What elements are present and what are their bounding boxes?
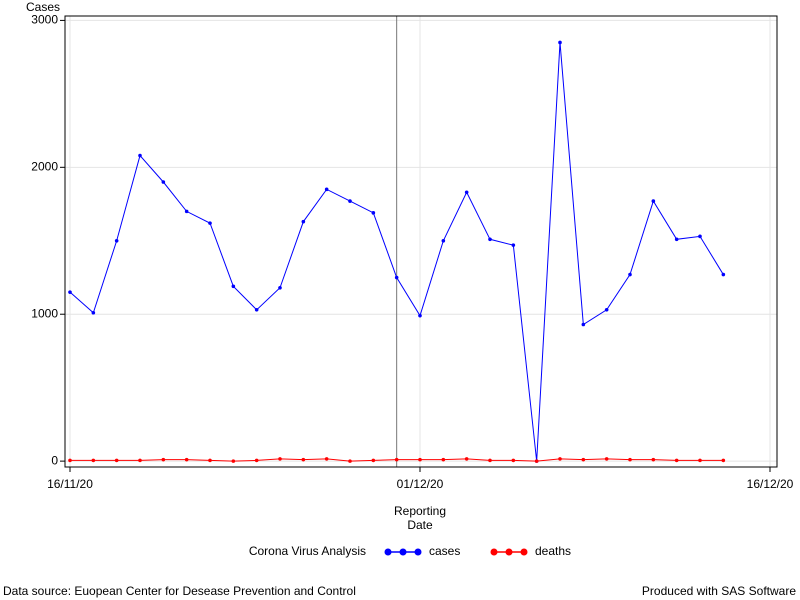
legend-title: Corona Virus Analysis <box>249 544 366 558</box>
data-point <box>441 238 446 243</box>
data-point <box>324 187 329 192</box>
data-point <box>348 459 352 463</box>
footnote-right: Produced with SAS Software <box>642 584 796 598</box>
x-tick-label: 01/12/20 <box>397 477 444 491</box>
data-point <box>604 308 609 312</box>
data-point <box>488 458 492 463</box>
data-point <box>651 457 656 462</box>
data-point <box>231 284 236 289</box>
x-tick-label: 16/11/20 <box>47 477 93 491</box>
y-tick-label: 1000 <box>31 306 58 320</box>
data-point <box>184 457 189 462</box>
data-point <box>161 457 166 462</box>
footnote-left: Data source: Euopean Center for Desease … <box>3 584 356 598</box>
data-point <box>91 458 96 463</box>
data-point <box>138 458 142 463</box>
legend-label: cases <box>429 544 460 558</box>
data-point <box>254 458 259 463</box>
data-point <box>278 457 282 461</box>
y-axis-label: Cases <box>26 0 60 14</box>
data-point <box>698 234 702 239</box>
data-point <box>348 199 352 203</box>
y-tick-label: 2000 <box>31 159 58 173</box>
data-point <box>651 199 656 203</box>
data-point <box>114 238 119 243</box>
legend-marker <box>520 548 528 556</box>
data-point <box>324 457 329 461</box>
data-point <box>394 275 399 280</box>
data-point <box>441 457 446 462</box>
data-point <box>68 458 72 463</box>
legend-marker <box>505 548 513 556</box>
legend-label: deaths <box>535 544 571 558</box>
x-tick-label: 16/12/20 <box>747 477 794 491</box>
data-point <box>254 308 259 312</box>
data-point <box>418 457 422 462</box>
data-point <box>114 458 119 463</box>
data-point <box>91 310 96 315</box>
data-point <box>278 285 282 290</box>
data-point <box>418 313 422 318</box>
data-point <box>558 40 562 45</box>
data-point <box>604 457 609 461</box>
y-tick-label: 3000 <box>31 13 58 27</box>
data-point <box>464 190 469 195</box>
data-point <box>371 211 376 215</box>
data-point <box>674 237 679 242</box>
data-point <box>161 180 166 184</box>
y-tick-label: 0 <box>51 453 58 467</box>
data-point <box>231 459 236 463</box>
data-point <box>301 219 306 224</box>
data-point <box>698 458 702 463</box>
data-point <box>721 272 726 277</box>
data-point <box>674 458 679 463</box>
data-point <box>511 458 516 463</box>
data-point <box>138 153 142 158</box>
data-point <box>721 458 726 463</box>
data-point <box>581 457 586 462</box>
data-point <box>581 322 586 327</box>
x-axis-label: Reporting Date <box>393 504 447 532</box>
data-point <box>534 459 539 463</box>
data-point <box>488 237 492 242</box>
data-point <box>301 457 306 462</box>
legend-marker <box>384 548 392 556</box>
data-point <box>208 458 212 463</box>
data-point <box>511 243 516 247</box>
legend-marker <box>490 548 498 556</box>
data-point <box>464 457 469 461</box>
data-point <box>371 458 376 463</box>
data-point <box>208 221 212 225</box>
data-point <box>68 290 72 294</box>
data-point <box>184 209 189 214</box>
data-point <box>558 457 562 461</box>
data-point <box>394 457 399 462</box>
plot-frame <box>64 15 778 468</box>
legend-marker <box>399 548 407 556</box>
legend-marker <box>414 548 422 556</box>
data-point <box>628 272 632 277</box>
data-point <box>628 457 632 462</box>
